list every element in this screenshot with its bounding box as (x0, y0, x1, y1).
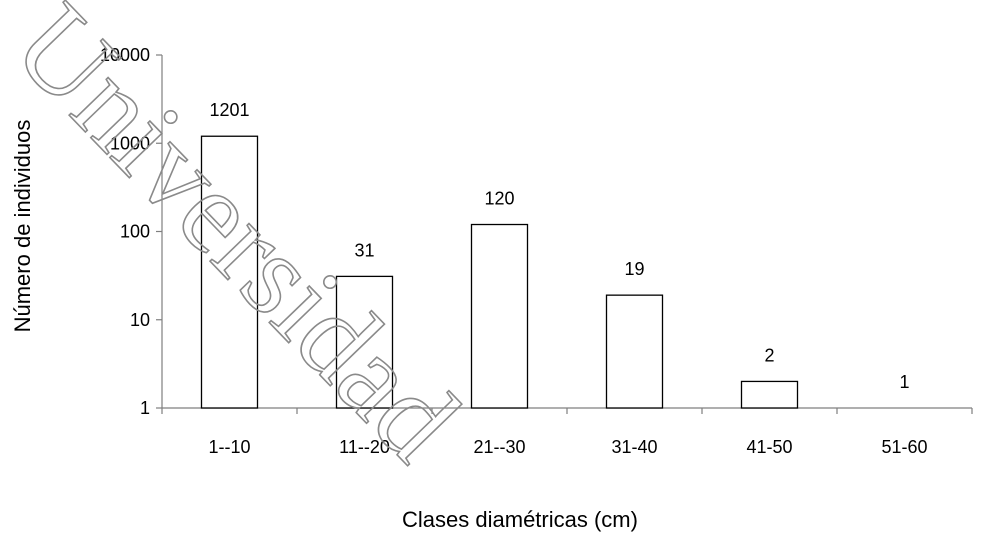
x-tick-label: 1--10 (208, 437, 250, 457)
y-tick-label: 100 (120, 222, 150, 242)
data-label: 1 (899, 372, 909, 392)
data-labels: 1201 31 120 19 2 1 (209, 100, 909, 392)
data-label: 31 (354, 240, 374, 260)
bar (335, 275, 394, 409)
y-tick-label: 1000 (110, 133, 150, 153)
x-tick-label: 41-50 (746, 437, 792, 457)
x-axis: 1--10 11--20 21--30 31-40 41-50 51-60 (161, 408, 973, 457)
data-label: 1201 (209, 100, 249, 120)
data-label: 2 (764, 345, 774, 365)
bar (740, 380, 799, 409)
y-tick-label: 1 (140, 398, 150, 418)
x-axis-title: Clases diamétricas (cm) (402, 507, 638, 532)
y-axis-title: Número de individuos (10, 120, 35, 333)
y-tick-label: 10 (130, 310, 150, 330)
y-axis: 1 10 100 1000 10000 (100, 45, 162, 418)
x-tick-label: 31-40 (611, 437, 657, 457)
x-tick-label: 51-60 (881, 437, 927, 457)
watermark-text: Universidad (0, 0, 484, 485)
bar (200, 135, 259, 409)
bar (470, 223, 529, 409)
y-tick-label: 10000 (100, 45, 150, 65)
watermark: Universidad (0, 0, 485, 486)
data-label: 19 (624, 259, 644, 279)
data-label: 120 (484, 189, 514, 209)
x-tick-label: 11--20 (339, 437, 390, 457)
bar (605, 294, 664, 409)
x-tick-label: 21--30 (473, 437, 525, 457)
bars (200, 135, 799, 409)
